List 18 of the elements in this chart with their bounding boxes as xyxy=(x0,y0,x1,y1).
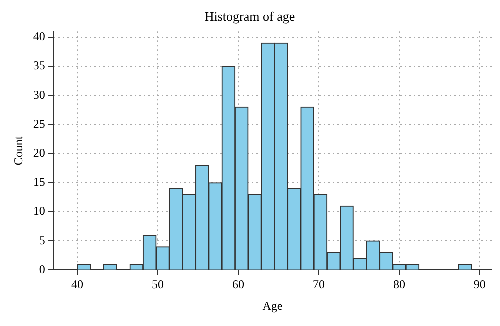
y-tick-label: 40 xyxy=(33,30,46,44)
y-axis-title: Count xyxy=(11,136,26,166)
chart-title: Histogram of age xyxy=(204,9,296,24)
y-tick-label: 30 xyxy=(33,88,46,102)
x-tick-label: 40 xyxy=(72,278,84,292)
x-tick-label: 50 xyxy=(152,278,164,292)
x-axis-title: Age xyxy=(262,298,283,313)
y-tick-label: 0 xyxy=(39,262,46,276)
x-tick-label: 80 xyxy=(393,278,406,292)
y-tick-label: 10 xyxy=(33,204,46,218)
x-tick-label: 60 xyxy=(232,278,244,292)
y-tick-label: 25 xyxy=(33,116,46,131)
x-tick-label: 70 xyxy=(312,278,325,292)
y-tick-label: 15 xyxy=(33,175,46,190)
x-tick-label: 90 xyxy=(474,278,486,292)
y-tick-label: 35 xyxy=(33,58,46,73)
y-tick-label: 20 xyxy=(33,146,46,160)
y-tick-label: 5 xyxy=(39,233,46,248)
